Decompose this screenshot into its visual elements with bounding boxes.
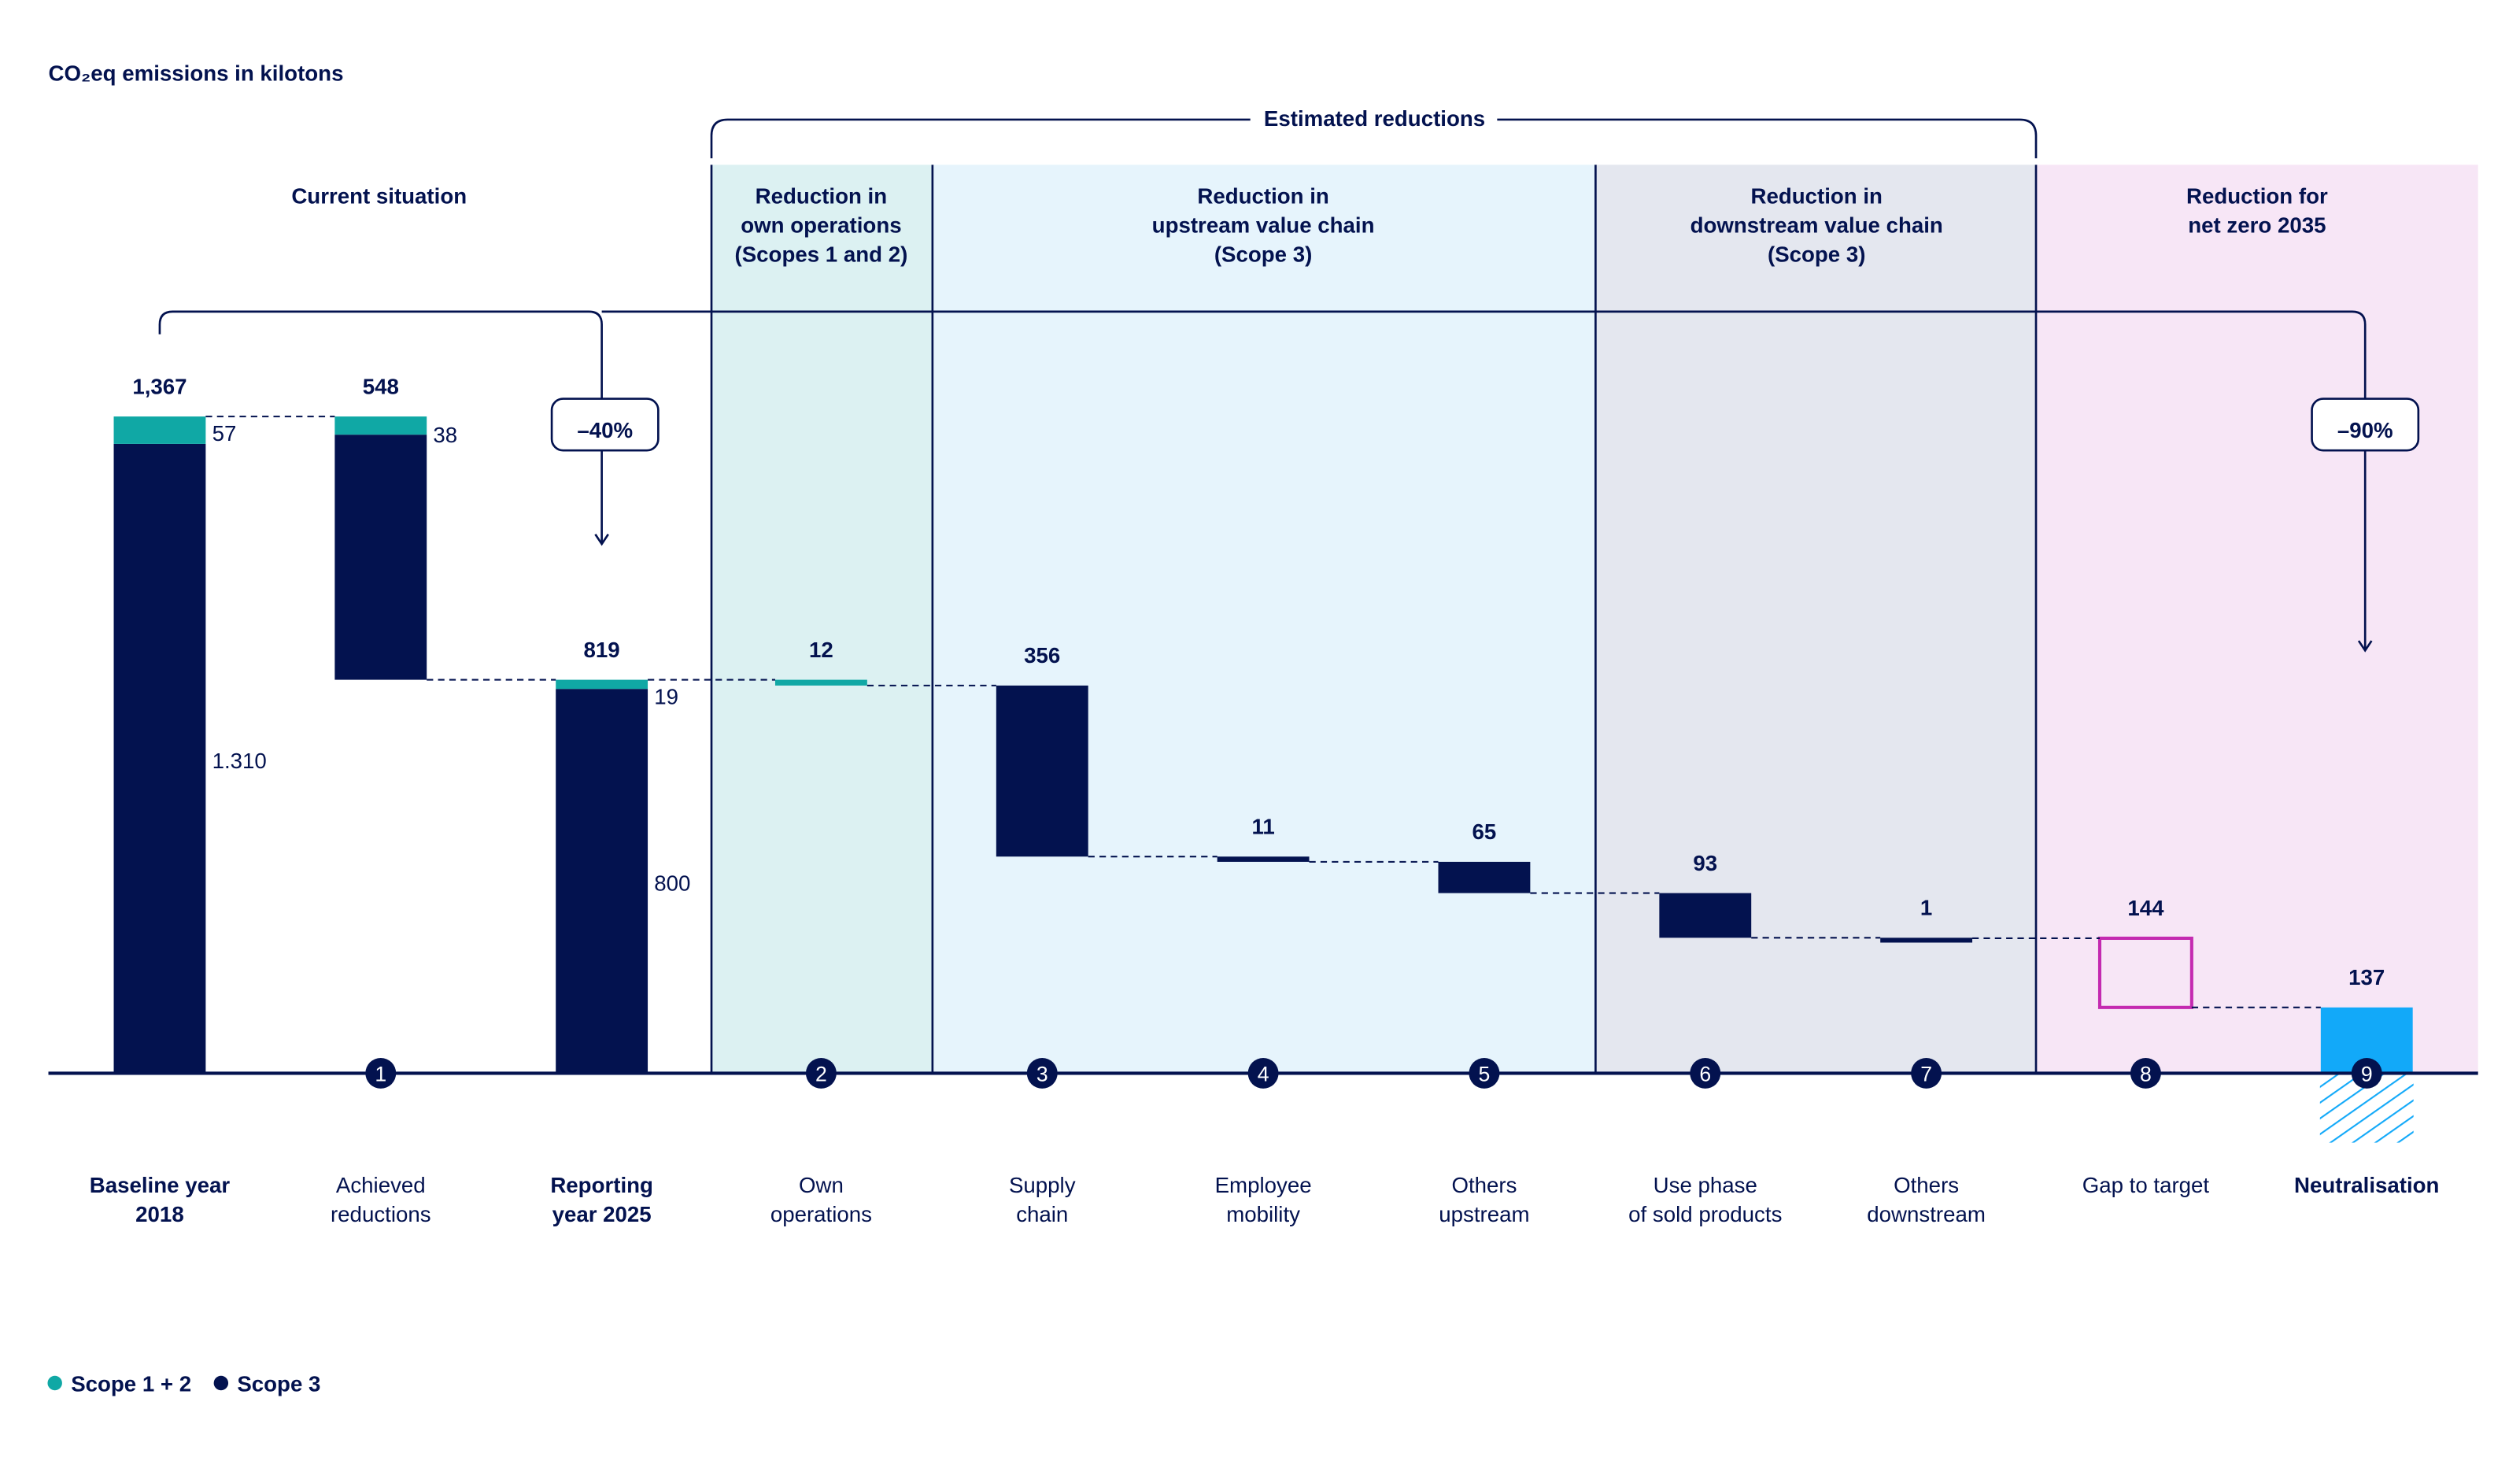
step-number-marker bbox=[1690, 1057, 1721, 1089]
bar-value-label: 93 bbox=[1693, 851, 1717, 875]
band-upstream bbox=[932, 165, 1596, 1074]
group-header-downstream: Reduction in bbox=[1750, 184, 1882, 209]
estimated-reductions-label: Estimated reductions bbox=[1264, 106, 1485, 131]
category-label: upstream bbox=[1439, 1202, 1529, 1226]
legend-swatch-scope3 bbox=[213, 1375, 229, 1391]
bar-value-label: 819 bbox=[584, 638, 620, 662]
category-label: 2018 bbox=[135, 1202, 184, 1226]
category-label: Supply bbox=[1009, 1173, 1076, 1197]
bar-value-label: 144 bbox=[2127, 896, 2164, 920]
category-label: Others bbox=[1894, 1173, 1959, 1197]
category-label: reductions bbox=[331, 1202, 431, 1226]
bar-value-label: 65 bbox=[1472, 819, 1497, 844]
bar-value-label: 137 bbox=[2348, 965, 2385, 989]
bar-reduction bbox=[1217, 856, 1310, 862]
category-label: mobility bbox=[1226, 1202, 1300, 1226]
scope3-value-label: 800 bbox=[654, 871, 690, 896]
step-number: 2 bbox=[815, 1063, 827, 1086]
category-label: Gap to target bbox=[2082, 1173, 2210, 1197]
group-header-upstream: upstream value chain bbox=[1152, 213, 1375, 237]
category-label: Others bbox=[1451, 1173, 1517, 1197]
legend-scope3: Scope 3 bbox=[237, 1371, 320, 1396]
step-number: 1 bbox=[375, 1063, 386, 1086]
scope12-value-label: 38 bbox=[433, 423, 457, 447]
bar-scope12 bbox=[113, 416, 206, 444]
band-dividers bbox=[158, 118, 2373, 1074]
step-number-marker bbox=[1026, 1057, 1058, 1089]
category-label: chain bbox=[1016, 1202, 1068, 1226]
step-number: 7 bbox=[1920, 1063, 1932, 1086]
group-header-netzero: Reduction for bbox=[2186, 184, 2328, 209]
bar-reduction bbox=[774, 679, 867, 686]
category-label: Employee bbox=[1215, 1173, 1312, 1197]
bar-reduction bbox=[996, 685, 1088, 857]
scope12-value-label: 19 bbox=[654, 684, 678, 708]
step-number: 8 bbox=[2140, 1063, 2152, 1086]
bar-value-label: 1,367 bbox=[132, 374, 187, 398]
svg-text:–90%: –90% bbox=[2337, 418, 2393, 442]
current-bracket bbox=[158, 310, 2367, 649]
group-header-downstream: downstream value chain bbox=[1690, 213, 1943, 237]
bar-reduction bbox=[1659, 893, 1752, 938]
legend-scope12: Scope 1 + 2 bbox=[71, 1371, 191, 1396]
current-situation-label: Current situation bbox=[291, 184, 467, 209]
step-number-marker bbox=[1469, 1057, 1500, 1089]
category-label: Own bbox=[799, 1173, 844, 1197]
group-header-upstream: Reduction in bbox=[1197, 184, 1328, 209]
bar-scope3 bbox=[113, 443, 206, 1074]
category-label: operations bbox=[770, 1202, 872, 1226]
svg-text:–40%: –40% bbox=[577, 418, 633, 442]
category-label: Neutralisation bbox=[2294, 1173, 2439, 1197]
bar-value-label: 12 bbox=[809, 638, 833, 662]
step-number-marker bbox=[1911, 1057, 1942, 1089]
bar-value-label: 356 bbox=[1024, 643, 1060, 668]
bar-reduction bbox=[1438, 861, 1531, 893]
group-header-own_ops: Reduction in bbox=[756, 184, 887, 209]
group-header-netzero: net zero 2035 bbox=[2188, 213, 2326, 237]
legend-swatch-scope12 bbox=[47, 1375, 62, 1391]
category-label: downstream bbox=[1867, 1202, 1986, 1226]
step-number-marker bbox=[2351, 1057, 2382, 1089]
step-number-marker bbox=[1247, 1057, 1279, 1089]
category-label: year 2025 bbox=[552, 1202, 652, 1226]
bar-gap-to-target bbox=[2097, 936, 2193, 1009]
category-label: Baseline year bbox=[90, 1173, 231, 1197]
group-header-downstream: (Scope 3) bbox=[1768, 242, 1865, 266]
bar-value-label: 11 bbox=[1251, 814, 1274, 838]
category-label: Reporting bbox=[550, 1173, 653, 1197]
bar-value-label: 548 bbox=[363, 374, 399, 398]
step-number: 9 bbox=[2361, 1063, 2373, 1086]
step-number-marker bbox=[805, 1057, 837, 1089]
category-label: Use phase bbox=[1654, 1173, 1757, 1197]
step-number: 6 bbox=[1699, 1063, 1711, 1086]
scope3-value-label: 1.310 bbox=[212, 749, 267, 773]
badge-90: –90% bbox=[2311, 398, 2420, 452]
group-header-own_ops: (Scopes 1 and 2) bbox=[735, 242, 908, 266]
estimated-bracket bbox=[710, 118, 2038, 159]
group-header-upstream: (Scope 3) bbox=[1214, 242, 1312, 266]
bar-scope12 bbox=[334, 416, 427, 435]
step-number: 4 bbox=[1258, 1063, 1269, 1086]
bar-reduction bbox=[1880, 938, 1973, 943]
band-netzero bbox=[2036, 165, 2478, 1074]
legend: Scope 1 + 2 Scope 3 bbox=[47, 1371, 320, 1396]
step-number: 5 bbox=[1479, 1063, 1491, 1086]
band-own-operations bbox=[711, 165, 933, 1074]
bar-value-label: 1 bbox=[1920, 896, 1932, 920]
bar-scope3 bbox=[556, 689, 648, 1074]
badge-40: –40% bbox=[550, 398, 660, 452]
category-label: Achieved bbox=[336, 1173, 426, 1197]
scope12-value-label: 57 bbox=[212, 421, 237, 446]
step-number: 3 bbox=[1036, 1063, 1048, 1086]
bar-scope3 bbox=[334, 435, 427, 680]
category-label: of sold products bbox=[1628, 1202, 1782, 1226]
step-number-marker bbox=[2130, 1057, 2161, 1089]
chart-title: CO₂eq emissions in kilotons bbox=[48, 61, 343, 86]
step-number-marker bbox=[365, 1057, 397, 1089]
group-header-own_ops: own operations bbox=[741, 213, 901, 237]
bar-scope12 bbox=[556, 679, 648, 690]
